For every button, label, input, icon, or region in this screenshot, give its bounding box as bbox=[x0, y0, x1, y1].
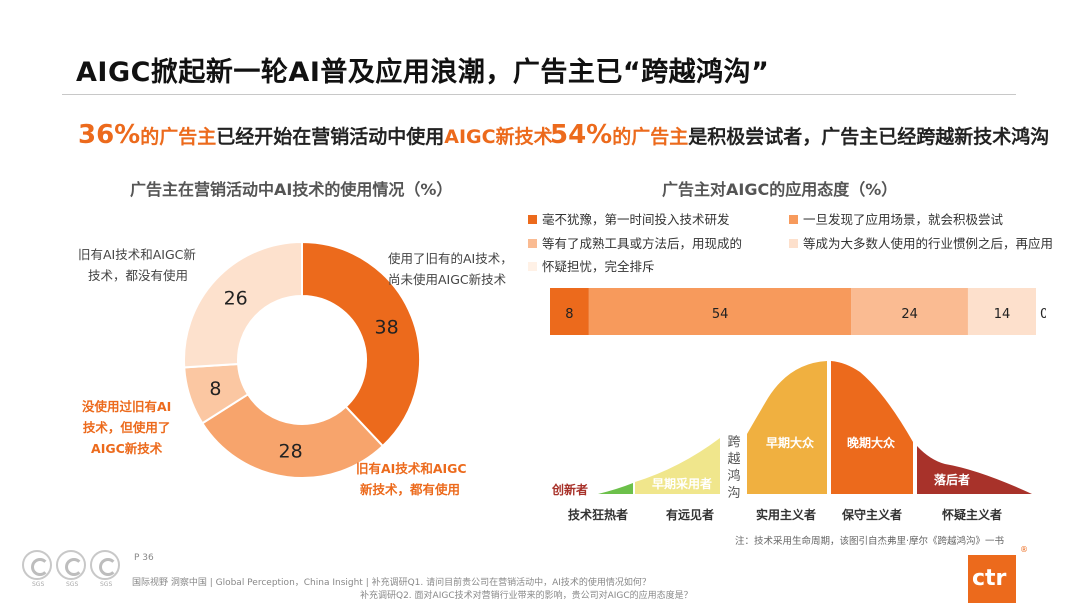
left-headline-highlight: AIGC新技术 bbox=[444, 126, 553, 148]
donut-chart: 38 28 8 26 bbox=[183, 240, 421, 479]
annotation-aigc-only-line3: AIGC新技术 bbox=[91, 441, 163, 456]
annotation-both: 旧有AI技术和AIGC 新技术，都有使用 bbox=[356, 458, 467, 500]
donut-slice bbox=[301, 240, 421, 448]
annotation-aigc-only-line1: 没使用过旧有AI bbox=[82, 399, 172, 414]
legend-label: 怀疑担忧，完全排斥 bbox=[542, 259, 655, 274]
bar-segment-value: 24 bbox=[901, 307, 918, 322]
chasm-label-char: 沟 bbox=[727, 486, 740, 501]
segment-label: 早期采用者 bbox=[652, 476, 712, 491]
donut-slice-value: 28 bbox=[279, 440, 303, 462]
legend-label: 等成为大多数人使用的行业惯例之后，再应用 bbox=[803, 236, 1054, 251]
legend-label: 一旦发现了应用场景，就会积极尝试 bbox=[803, 212, 1004, 227]
left-headline-text: 已经开始在营销活动中使用 bbox=[216, 126, 445, 148]
segment-label: 晚期大众 bbox=[847, 435, 896, 450]
sgs-seal-icon bbox=[22, 550, 52, 580]
annotation-no-use-line2: 技术，都没有使用 bbox=[88, 268, 189, 283]
annotation-no-use: 旧有AI技术和AIGC新 技术，都没有使用 bbox=[78, 244, 196, 286]
donut-slice-value: 8 bbox=[209, 378, 221, 400]
adopter-type-label: 保守主义者 bbox=[841, 507, 902, 522]
donut-slice bbox=[200, 392, 385, 479]
segment-label: 创新者 bbox=[551, 482, 588, 497]
legend-swatch bbox=[789, 239, 798, 248]
adopter-type-label: 技术狂热者 bbox=[568, 507, 628, 522]
footer-line-2: 补充调研Q2. 面对AIGC技术对营销行业带来的影响，贵公司对AIGC的应用态度… bbox=[360, 591, 693, 601]
right-headline-subject: 的广告主 bbox=[612, 126, 689, 148]
bar-segment bbox=[550, 288, 589, 335]
donut-slice-value: 38 bbox=[375, 317, 399, 339]
bar-segment bbox=[967, 288, 1036, 335]
annotation-aigc-only: 没使用过旧有AI 技术，但使用了 AIGC新技术 bbox=[82, 396, 171, 459]
chasm-label-char: 越 bbox=[727, 452, 740, 467]
title-divider bbox=[62, 94, 1016, 95]
right-headline-text: 是积极尝试者，广告主已经跨越新技术鸿沟 bbox=[688, 126, 1050, 148]
chasm-label-char: 跨 bbox=[727, 435, 740, 450]
legend-swatch bbox=[528, 239, 537, 248]
legend-item: 怀疑担忧，完全排斥 bbox=[528, 256, 655, 275]
legend-item: 等成为大多数人使用的行业惯例之后，再应用 bbox=[789, 233, 1053, 252]
footer-line-1: 国际视野 洞察中国 | Global Perception，China Insi… bbox=[132, 578, 651, 588]
ctr-logo: ctr bbox=[968, 555, 1016, 603]
annotation-old-ai-only-line2: 尚未使用AIGC新技术 bbox=[388, 272, 507, 287]
page-number: P 36 bbox=[134, 553, 154, 563]
legend-label: 毫不犹豫，第一时间投入技术研发 bbox=[542, 212, 730, 227]
segment-late-majority bbox=[831, 361, 913, 494]
adopter-type-label: 怀疑主义者 bbox=[942, 507, 1002, 522]
annotation-both-line1: 旧有AI技术和AIGC bbox=[356, 461, 467, 476]
legend-swatch bbox=[789, 215, 798, 224]
annotation-old-ai-only-line1: 使用了旧有的AI技术， bbox=[388, 251, 513, 266]
legend-item: 一旦发现了应用场景，就会积极尝试 bbox=[789, 209, 1003, 228]
annotation-both-line2: 新技术，都有使用 bbox=[360, 482, 461, 497]
page-title: AIGC掀起新一轮AI普及应用浪潮，广告主已“跨越鸿沟” bbox=[76, 57, 770, 88]
segment-early-majority bbox=[747, 361, 827, 494]
segment-laggards bbox=[917, 446, 1032, 494]
left-headline: 36%的广告主已经开始在营销活动中使用AIGC新技术 bbox=[78, 120, 553, 150]
bar-segment-value: 14 bbox=[994, 307, 1011, 322]
right-headline: 54%的广告主是积极尝试者，广告主已经跨越新技术鸿沟 bbox=[550, 120, 1049, 150]
bar-chart-title: 广告主对AIGC的应用态度（%） bbox=[662, 180, 898, 199]
logo-text: ctr bbox=[972, 566, 1007, 591]
sgs-seal-icon bbox=[90, 550, 120, 580]
donut-slice-value: 26 bbox=[224, 288, 248, 310]
donut-slice bbox=[183, 240, 303, 369]
annotation-old-ai-only: 使用了旧有的AI技术， 尚未使用AIGC新技术 bbox=[388, 248, 513, 290]
seal-label: SGS bbox=[32, 581, 45, 588]
registered-mark: ® bbox=[1020, 545, 1028, 554]
adopter-type-label: 实用主义者 bbox=[756, 507, 816, 522]
segment-early-adopters bbox=[635, 438, 720, 494]
left-headline-subject: 的广告主 bbox=[140, 126, 217, 148]
sgs-seal-icon bbox=[56, 550, 86, 580]
seal-label: SGS bbox=[100, 581, 113, 588]
source-note: 注：技术采用生命周期，该图引自杰弗里·摩尔《跨越鸿沟》一书 bbox=[735, 536, 1005, 547]
adopter-type-label: 有远见者 bbox=[666, 507, 714, 522]
left-headline-pct: 36% bbox=[78, 120, 141, 150]
stacked-bar-chart: 8 54 24 14 0 bbox=[550, 288, 1046, 335]
segment-label: 早期大众 bbox=[766, 435, 815, 450]
right-headline-pct: 54% bbox=[550, 120, 613, 150]
bar-segment-value: 8 bbox=[565, 307, 573, 322]
bar-segment bbox=[851, 288, 968, 335]
segment-label: 落后者 bbox=[934, 472, 970, 487]
bar-segment bbox=[588, 288, 852, 335]
chasm-label-char: 鸿 bbox=[727, 468, 740, 484]
donut-chart-title: 广告主在营销活动中AI技术的使用情况（%） bbox=[130, 180, 453, 199]
legend-label: 等有了成熟工具或方法后，用现成的 bbox=[542, 236, 743, 251]
segment-innovators bbox=[598, 483, 633, 494]
bar-segment-value: 54 bbox=[712, 307, 729, 322]
bar-segment-value: 0 bbox=[1040, 307, 1046, 322]
seal-label: SGS bbox=[66, 581, 79, 588]
legend-item: 等有了成熟工具或方法后，用现成的 bbox=[528, 233, 742, 252]
legend-item: 毫不犹豫，第一时间投入技术研发 bbox=[528, 209, 730, 228]
legend-swatch bbox=[528, 262, 537, 271]
annotation-no-use-line1: 旧有AI技术和AIGC新 bbox=[78, 247, 196, 262]
legend-swatch bbox=[528, 215, 537, 224]
annotation-aigc-only-line2: 技术，但使用了 bbox=[82, 420, 171, 435]
